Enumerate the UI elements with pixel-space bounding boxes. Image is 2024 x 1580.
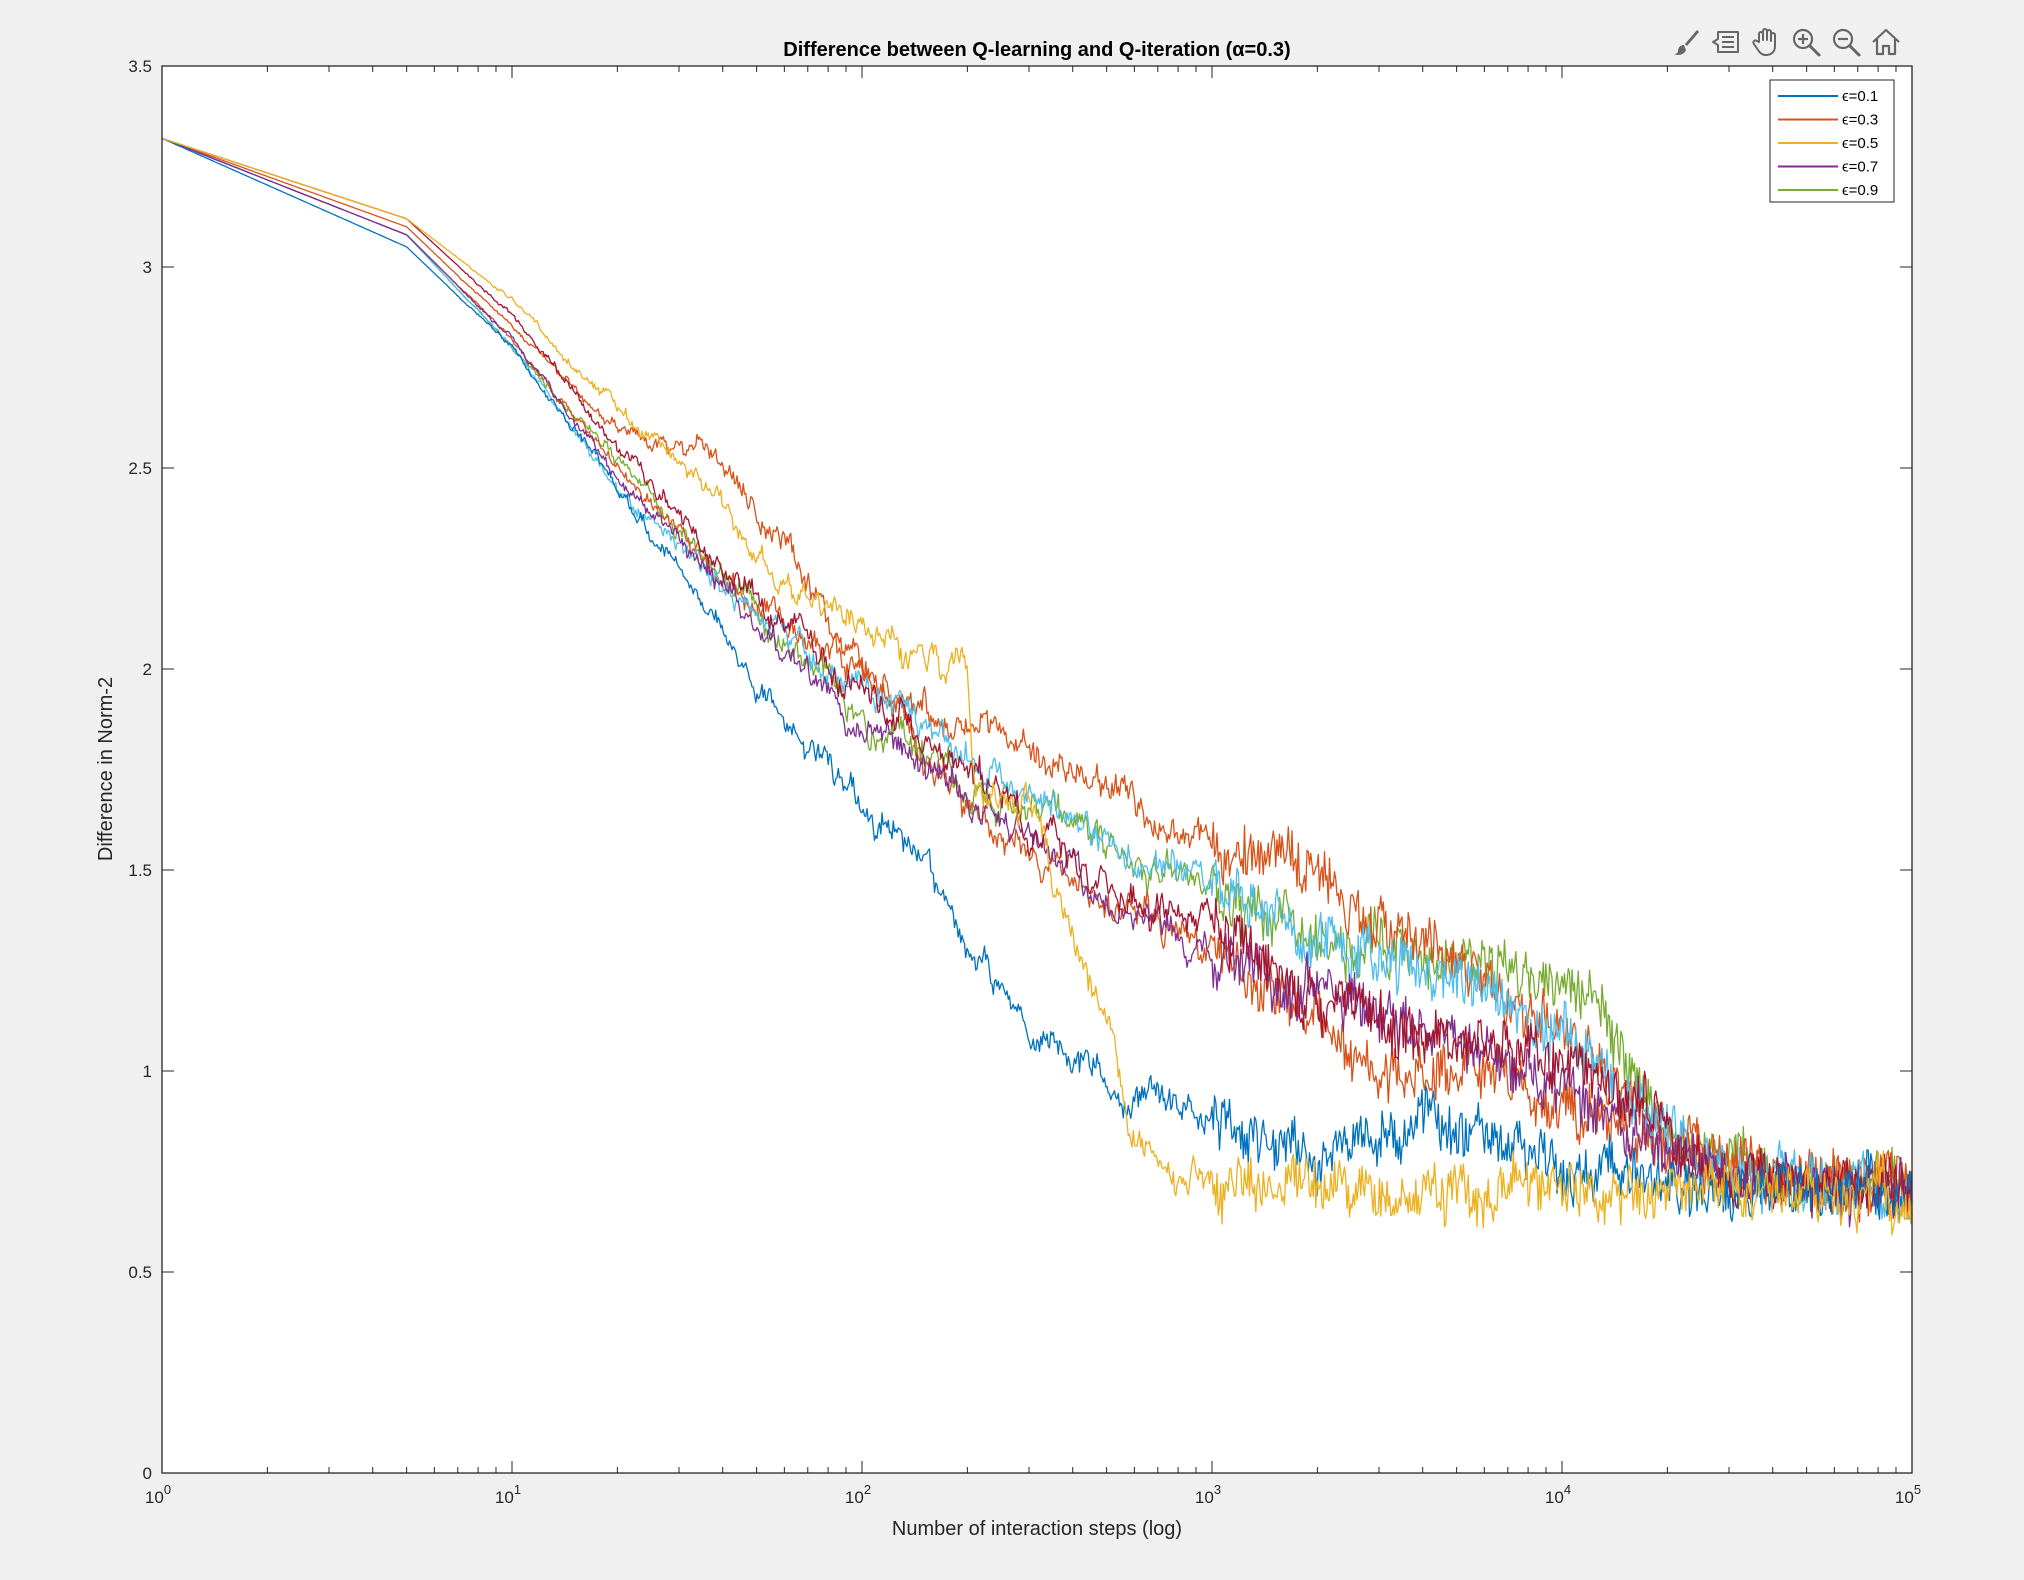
- y-tick-label: 3: [143, 258, 152, 277]
- y-tick-label: 1: [143, 1062, 152, 1081]
- pan-button[interactable]: [1748, 24, 1784, 60]
- home-icon: [1872, 28, 1900, 56]
- zoom-in-button[interactable]: [1788, 24, 1824, 60]
- legend-label: ϵ=0.5: [1842, 135, 1878, 152]
- y-axis-label: Difference in Norm-2: [95, 677, 117, 861]
- x-tick-labels: 100 101 102 103 104 105: [145, 1482, 1921, 1507]
- legend-label: ϵ=0.1: [1842, 88, 1878, 105]
- brush-icon: [1674, 30, 1699, 55]
- zoom-in-icon: [1792, 28, 1821, 57]
- pan-hand-icon: [1752, 28, 1776, 56]
- axes-box: [161, 65, 1913, 1474]
- series-line-8: [161, 137, 1913, 1236]
- y-tick-label: 2: [143, 660, 152, 679]
- y-tick-label: 3.5: [128, 57, 152, 76]
- zoom-out-icon: [1832, 28, 1861, 57]
- x-tick-label: 103: [1195, 1482, 1221, 1507]
- x-tick-label: 105: [1895, 1482, 1921, 1507]
- legend-label: ϵ=0.9: [1842, 182, 1878, 199]
- y-tick-label: 0.5: [128, 1263, 152, 1282]
- x-axis-label: Number of interaction steps (log): [892, 1518, 1182, 1540]
- brush-button[interactable]: [1668, 24, 1704, 60]
- zoom-out-button[interactable]: [1828, 24, 1864, 60]
- y-tick-label: 2.5: [128, 459, 152, 478]
- x-tick-label: 100: [145, 1482, 171, 1507]
- series-line-5: [161, 137, 1913, 1228]
- data-tips-button[interactable]: [1708, 24, 1744, 60]
- chart-title: Difference between Q-learning and Q-iter…: [783, 39, 1290, 61]
- y-tick-label: 1.5: [128, 861, 152, 880]
- data-tips-icon: [1712, 31, 1739, 53]
- y-tick-label: 0: [143, 1464, 152, 1483]
- x-tick-label: 101: [495, 1482, 521, 1507]
- series-line-6: [161, 137, 1913, 1220]
- axes-toolbar: [1668, 22, 1904, 62]
- series-line-7: [161, 137, 1913, 1223]
- legend-label: ϵ=0.3: [1842, 112, 1878, 129]
- y-tick-labels: 0 0.5 1 1.5 2 2.5 3 3.5: [128, 57, 152, 1483]
- legend-label: ϵ=0.7: [1842, 159, 1878, 176]
- plot-lines: [161, 137, 1913, 1236]
- x-tick-label: 102: [845, 1482, 871, 1507]
- x-tick-label: 104: [1545, 1482, 1571, 1507]
- axes-background: [162, 66, 1912, 1473]
- home-button[interactable]: [1868, 24, 1904, 60]
- axis-ticks: [161, 65, 1913, 1474]
- legend-box: [1769, 79, 1895, 203]
- legend[interactable]: ϵ=0.1 ϵ=0.3 ϵ=0.5 ϵ=0.7 ϵ=0.9: [1769, 79, 1895, 203]
